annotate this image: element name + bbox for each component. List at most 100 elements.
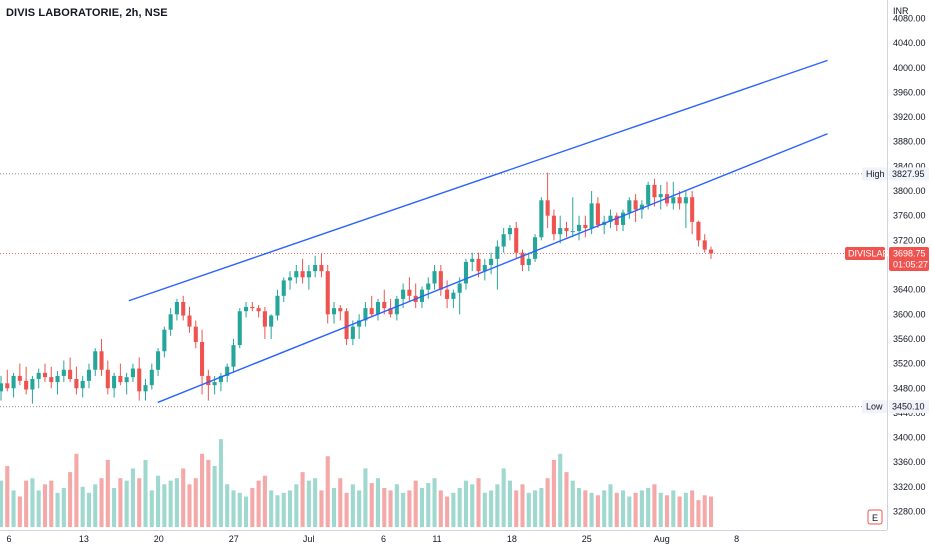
candle-body xyxy=(357,320,362,327)
volume-bar xyxy=(212,466,217,527)
volume-bar xyxy=(256,480,261,527)
volume-bar xyxy=(17,496,22,527)
price-tick-label: 3280.00 xyxy=(893,507,926,517)
volume-bar xyxy=(564,472,569,527)
volume-bar xyxy=(363,468,368,527)
trendline[interactable] xyxy=(157,133,828,404)
low-marker: Low 3450.10 xyxy=(862,400,929,414)
candle-body xyxy=(658,194,663,198)
candle-body xyxy=(620,212,626,225)
candle-body xyxy=(551,215,556,235)
candle-body xyxy=(93,351,98,370)
volume-bar xyxy=(55,492,60,527)
price-tick-label: 3760.00 xyxy=(893,211,926,221)
candle-body xyxy=(482,265,487,272)
price-tick-label: 3640.00 xyxy=(893,285,926,295)
price-tick-label: 3480.00 xyxy=(893,383,926,393)
candle-body xyxy=(287,277,293,281)
volume-bar xyxy=(5,466,10,527)
volume-bar xyxy=(344,492,349,527)
time-tick-label: 6 xyxy=(6,534,11,544)
candle-body xyxy=(526,258,531,265)
volume-bar xyxy=(357,490,362,527)
price-tick-label: 3880.00 xyxy=(893,137,926,147)
volume-bar xyxy=(80,486,85,527)
volume-bar xyxy=(149,490,154,527)
candle-body xyxy=(432,271,437,284)
price-tick-label: 3400.00 xyxy=(893,433,926,443)
candle-body xyxy=(74,379,79,389)
price-tick-label: 3600.00 xyxy=(893,309,926,319)
volume-bar xyxy=(269,490,274,527)
candle-body xyxy=(17,375,22,381)
volume-bar xyxy=(463,480,468,527)
volume-bar xyxy=(331,487,337,527)
candle-body xyxy=(149,369,154,386)
candle-body xyxy=(608,215,613,222)
volume-bar xyxy=(61,487,66,527)
candle-body xyxy=(212,382,217,386)
candle-body xyxy=(168,314,173,330)
high-label: High xyxy=(866,169,885,179)
candle-body xyxy=(401,289,406,299)
time-tick-label: Aug xyxy=(654,534,670,544)
trendline[interactable] xyxy=(128,59,828,302)
volume-bar xyxy=(42,484,48,527)
volume-bar xyxy=(338,478,343,527)
candle-body xyxy=(61,369,66,376)
volume-bar xyxy=(495,484,500,527)
volume-bar xyxy=(664,495,670,527)
volume-bar xyxy=(708,496,714,527)
volume-bar xyxy=(589,492,594,527)
price-tick-label: 3960.00 xyxy=(893,87,926,97)
time-tick-label: 6 xyxy=(381,534,386,544)
candle-body xyxy=(476,258,481,272)
time-tick-label: Jul xyxy=(303,534,315,544)
candle-body xyxy=(269,315,274,327)
candle-body xyxy=(545,200,550,216)
low-label: Low xyxy=(866,402,883,412)
volume-bar xyxy=(696,500,701,527)
candle-body xyxy=(438,271,443,290)
candle-body xyxy=(225,366,230,376)
volume-bar xyxy=(11,490,16,527)
volume-bar xyxy=(162,484,167,527)
volume-bar xyxy=(620,490,626,527)
volume-bar xyxy=(350,484,355,527)
volume-bar xyxy=(577,487,582,527)
volume-bar xyxy=(432,478,437,527)
volume-bar xyxy=(0,480,4,527)
symbol-label: DIVISLAB xyxy=(848,248,889,258)
volume-bar xyxy=(614,492,619,527)
high-marker: High 3827.95 xyxy=(862,167,929,181)
candle-body xyxy=(445,289,450,299)
volume-bar xyxy=(426,483,431,527)
candle-body xyxy=(564,228,569,232)
earnings-badge[interactable]: E xyxy=(867,509,883,525)
candle-body xyxy=(143,385,148,392)
candle-body xyxy=(577,224,582,232)
last-price-marker: DIVISLAB 3698.75 01:05:27 xyxy=(845,246,929,271)
candle-body xyxy=(99,351,104,370)
volume-bar xyxy=(602,490,607,527)
volume-bar xyxy=(130,468,135,527)
volume-bar xyxy=(281,492,286,527)
candle-body xyxy=(55,375,60,383)
candle-body xyxy=(570,231,575,233)
candle-body xyxy=(319,265,324,272)
candle-body xyxy=(696,221,701,241)
volume-bar xyxy=(325,456,330,527)
candle-body xyxy=(589,203,594,229)
trend-channel xyxy=(128,59,828,404)
volume-bar xyxy=(225,484,230,527)
candle-body xyxy=(646,184,651,205)
candle-body xyxy=(495,246,500,259)
volume-bar xyxy=(595,495,600,527)
candle-body xyxy=(294,271,299,278)
time-tick-label: 27 xyxy=(229,534,239,544)
volume-bar xyxy=(520,484,525,527)
candlesticks xyxy=(0,172,714,404)
volume-bar xyxy=(438,490,443,527)
volume-bar xyxy=(451,492,456,527)
